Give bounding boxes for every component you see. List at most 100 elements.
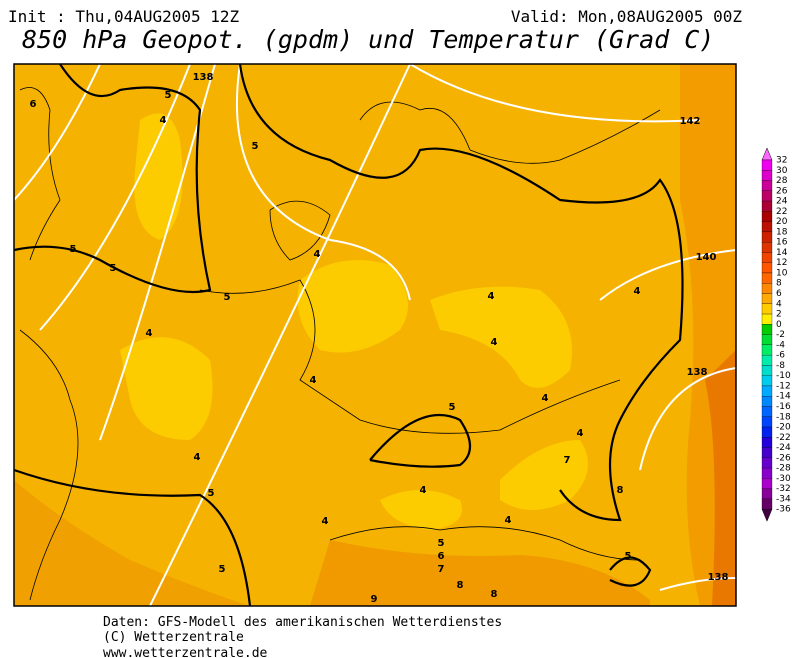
contour-label: 4 [634, 286, 641, 297]
legend-band [761, 447, 773, 458]
legend-band [761, 467, 773, 479]
legend-tip [761, 508, 773, 522]
contour-label: 5 [208, 488, 215, 499]
contour-label: 4 [491, 337, 498, 348]
legend-tick-label: -14 [776, 392, 791, 402]
contour-label: 6 [30, 99, 37, 110]
contour-label: 7 [438, 564, 445, 575]
legend-tick-label: -2 [776, 330, 785, 340]
contour-label: 8 [491, 589, 498, 600]
legend-tick-label: -18 [776, 412, 791, 422]
legend-band [761, 344, 773, 356]
legend-band [761, 159, 773, 171]
legend-band [761, 498, 773, 510]
legend-band [761, 365, 773, 376]
legend-band [761, 293, 773, 304]
legend-band [761, 478, 773, 489]
legend-band [761, 313, 773, 325]
contour-label: 5 [110, 263, 117, 274]
legend-tick-label: -32 [776, 484, 791, 494]
legend-band [761, 242, 773, 253]
contour-label: 4 [314, 249, 321, 260]
legend-tick-label: 16 [776, 238, 788, 248]
legend-tick-label: 18 [776, 227, 788, 237]
legend-tick-label: 20 [776, 217, 788, 227]
cool-area [500, 440, 588, 510]
legend-band [761, 416, 773, 428]
color-legend: 32302826242220181614121086420-2-4-6-8-10… [761, 147, 791, 522]
map: 138 142 140 138 138 5 4 5 6 5 5 5 4 4 4 4 4 4 4 5 4 7 4 5 4 8 4 4 5 6… [13, 63, 737, 607]
cool-area [134, 113, 183, 240]
legend-band [761, 211, 773, 222]
contour-label: 6 [438, 551, 445, 562]
legend-tick-label: -30 [776, 474, 791, 484]
warm-area [14, 480, 250, 606]
contour-label: 138 [708, 572, 729, 583]
cool-area [297, 260, 408, 353]
legend-band [761, 190, 773, 202]
map-frame [13, 63, 737, 607]
legend-tick-label: 0 [776, 320, 782, 330]
legend-band [761, 180, 773, 191]
contour-label: 4 [577, 428, 584, 439]
legend-tick-label: 2 [776, 310, 782, 320]
contour-label: 4 [542, 393, 549, 404]
legend-band [761, 262, 773, 274]
contour-label: 5 [438, 538, 445, 549]
contour-label: 4 [322, 516, 329, 527]
five-degree-isotherm [14, 64, 684, 606]
contour-label: 138 [193, 72, 214, 83]
legend-tick-label: 14 [776, 248, 788, 258]
legend-band [761, 200, 773, 212]
valid-time: Valid: Mon,08AUG2005 00Z [511, 7, 743, 26]
legend-tick-label: -20 [776, 423, 791, 433]
legend-band [761, 170, 773, 181]
contour-label: 5 [219, 564, 226, 575]
geopotential-lines [14, 64, 736, 606]
footer-line: (C) Wetterzentrale [103, 630, 244, 645]
legend-band [761, 354, 773, 366]
contour-label: 4 [420, 485, 427, 496]
legend-tick-label: -36 [776, 505, 791, 515]
legend-tick-label: -26 [776, 453, 791, 463]
legend-tick-label: 12 [776, 258, 787, 268]
warm-area [310, 540, 650, 606]
contour-label: 5 [70, 244, 77, 255]
contour-label: 4 [160, 115, 167, 126]
contour-label: 138 [687, 367, 708, 378]
legend-band [761, 426, 773, 438]
legend-band [761, 231, 773, 243]
legend-tick-label: -34 [776, 494, 791, 504]
legend-tick-label: 32 [776, 156, 787, 166]
legend-tick-label: -6 [776, 351, 785, 361]
legend-tick-label: 4 [776, 299, 782, 309]
legend-band [761, 283, 773, 294]
coastlines [19, 87, 661, 601]
footer-line: www.wetterzentrale.de [103, 646, 268, 658]
legend-band [761, 488, 773, 500]
legend-tick-label: -4 [776, 340, 785, 350]
legend-tick-label: 30 [776, 166, 788, 176]
legend-band [761, 375, 773, 387]
contour-label: 5 [165, 90, 172, 101]
legend-tick-label: 8 [776, 279, 782, 289]
contour-label: 4 [146, 328, 153, 339]
legend-band [761, 457, 773, 469]
contour-label: 7 [564, 455, 571, 466]
legend-band [761, 334, 773, 346]
hot-area [705, 350, 736, 606]
legend-tick-label: 22 [776, 207, 787, 217]
contour-label: 5 [449, 402, 456, 413]
legend-band [761, 303, 773, 315]
legend-tick-label: 10 [776, 268, 788, 278]
legend-band [761, 272, 773, 284]
legend-band [761, 252, 773, 263]
contour-label: 8 [617, 485, 624, 496]
contour-label: 9 [371, 594, 378, 605]
legend-tick-label: 28 [776, 176, 788, 186]
legend-band [761, 324, 773, 335]
legend-band [761, 437, 773, 448]
cool-area [380, 490, 462, 530]
contour-label: 5 [625, 551, 632, 562]
